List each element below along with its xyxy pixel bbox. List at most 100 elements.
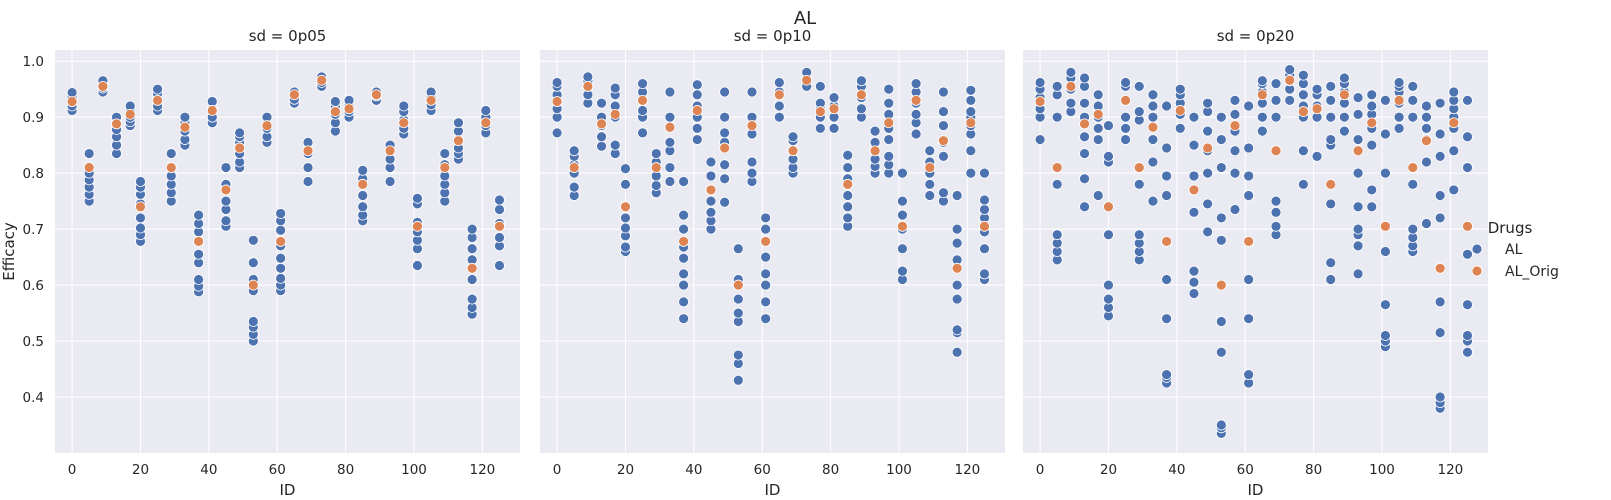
point-al <box>883 134 895 145</box>
point-al <box>897 243 908 255</box>
point-al-orig <box>357 178 369 190</box>
point-al <box>609 139 621 151</box>
point-al <box>1188 206 1200 218</box>
point-al <box>66 87 78 98</box>
facet-title: sd = 0p10 <box>734 27 812 45</box>
point-al <box>1188 139 1200 151</box>
point-al-orig <box>384 145 396 157</box>
point-al-orig <box>302 145 314 157</box>
point-al <box>135 212 146 224</box>
point-al <box>1270 206 1282 218</box>
point-al <box>1133 80 1145 92</box>
x-tick-label: 0 <box>553 462 562 478</box>
point-al <box>965 167 977 179</box>
point-al <box>1079 131 1090 143</box>
point-al-orig <box>664 121 676 133</box>
x-tick-label: 40 <box>1168 462 1185 478</box>
point-al <box>1215 419 1227 431</box>
point-al <box>1380 167 1391 179</box>
point-al <box>1421 122 1432 134</box>
point-al <box>979 268 990 280</box>
point-al <box>1434 296 1446 308</box>
point-al <box>951 346 963 358</box>
point-al <box>842 201 854 213</box>
y-tick-label: 0.5 <box>23 334 44 350</box>
x-tick-label: 60 <box>269 462 286 478</box>
point-al <box>1338 125 1350 137</box>
point-al <box>664 162 676 173</box>
point-al <box>910 108 922 120</box>
point-al-orig <box>480 117 492 129</box>
point-al <box>1161 142 1173 154</box>
x-tick-label: 80 <box>337 462 354 478</box>
point-al <box>705 170 717 182</box>
point-al-orig <box>425 94 437 106</box>
point-al <box>869 125 881 137</box>
point-al-orig <box>650 162 662 173</box>
point-al-orig <box>787 145 799 157</box>
point-al <box>979 243 990 255</box>
point-al <box>1243 190 1255 201</box>
point-al <box>329 96 341 107</box>
point-al <box>938 150 949 162</box>
point-al <box>719 159 731 171</box>
point-al <box>1120 122 1131 134</box>
point-al-orig <box>1448 117 1460 129</box>
point-al <box>1103 120 1114 131</box>
point-al <box>1215 234 1227 246</box>
point-al-orig <box>637 94 648 106</box>
point-al-orig <box>869 145 881 157</box>
point-al <box>1202 226 1214 238</box>
point-al <box>1434 150 1446 162</box>
point-al-orig <box>1120 94 1131 106</box>
point-al <box>1065 66 1077 78</box>
point-al <box>193 248 205 260</box>
point-al <box>883 150 895 162</box>
point-al <box>1462 162 1473 173</box>
point-al <box>568 181 580 193</box>
point-al <box>551 77 563 88</box>
point-al <box>1434 327 1446 339</box>
point-al-orig <box>152 94 163 106</box>
point-al-orig <box>719 142 731 154</box>
point-al <box>152 83 163 95</box>
point-al <box>760 212 772 224</box>
x-tick-label: 120 <box>469 462 495 478</box>
x-axis-label: ID <box>280 481 296 499</box>
point-al <box>637 127 648 139</box>
point-al <box>247 234 259 246</box>
point-al <box>1338 111 1350 123</box>
point-al <box>1051 111 1063 123</box>
point-al <box>494 204 505 215</box>
point-al <box>1133 178 1145 190</box>
point-al <box>1243 369 1255 381</box>
point-al <box>1174 83 1186 95</box>
point-al <box>620 178 631 190</box>
point-al <box>1092 190 1104 201</box>
point-al <box>1393 122 1405 134</box>
point-al-orig <box>760 236 772 247</box>
point-al <box>357 190 369 201</box>
point-al <box>1325 94 1337 106</box>
x-tick-label: 100 <box>401 462 427 478</box>
point-al <box>760 268 772 280</box>
point-al <box>842 149 854 161</box>
point-al <box>897 209 908 221</box>
point-al <box>1120 134 1131 145</box>
point-al <box>897 195 908 207</box>
point-al-orig <box>568 162 580 173</box>
point-al <box>234 127 246 139</box>
point-al <box>596 97 607 109</box>
point-al-orig <box>1079 118 1090 130</box>
point-al <box>897 167 908 179</box>
point-al <box>1065 97 1077 109</box>
point-al-orig <box>66 96 78 107</box>
x-tick-label: 80 <box>1305 462 1322 478</box>
point-al <box>1161 274 1173 285</box>
point-al <box>620 212 631 224</box>
point-al <box>664 111 676 123</box>
point-al-orig <box>746 120 758 131</box>
legend-label-al-orig: AL_Orig <box>1505 264 1559 280</box>
point-al <box>760 296 772 308</box>
point-al <box>965 84 977 96</box>
